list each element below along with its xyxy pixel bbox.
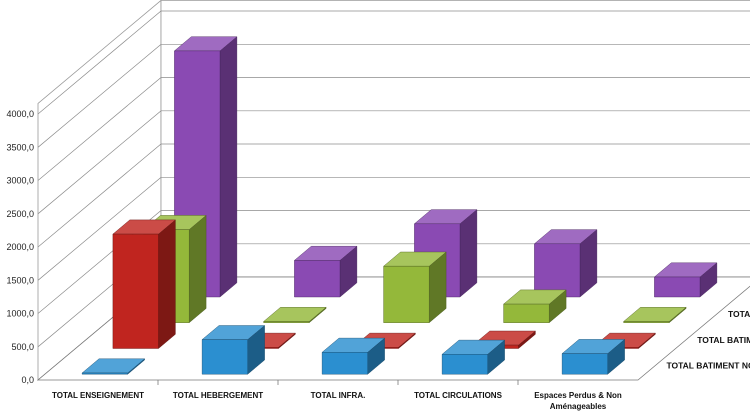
- x-axis: TOTAL ENSEIGNEMENT TOTAL HEBERGEMENT TOTAL…: [52, 391, 622, 411]
- bar: [561, 338, 626, 375]
- bar-side: [459, 209, 478, 298]
- series-label: TOTAL BATIMENT SUD-OUEST 2984,5: [728, 309, 750, 319]
- bar-side: [219, 36, 238, 298]
- bar: [441, 339, 506, 375]
- y-tick-label: 3000,0: [6, 176, 34, 186]
- y-tick-label: 0,0: [21, 375, 34, 385]
- bar: [201, 325, 266, 375]
- bar-front: [81, 372, 128, 375]
- series-label: TOTAL BATIMENT SUD-EST 1810,9 0,0 0,0 0,…: [697, 335, 750, 345]
- bar-side: [158, 219, 176, 349]
- bar-side: [188, 214, 207, 324]
- gridline: [37, 143, 750, 248]
- bar-front: [654, 276, 701, 298]
- gridline: [37, 110, 750, 215]
- bar-front: [294, 260, 341, 298]
- series-axis: TOTAL BATIMENT NORD 1572,5 0,0 0,0 0,0 0…: [666, 309, 750, 371]
- gridline: [37, 176, 750, 281]
- bar: [503, 289, 567, 324]
- bar-front: [534, 243, 581, 298]
- category-label: Aménageables: [550, 402, 607, 411]
- category-label: TOTAL HEBERGEMENT: [173, 391, 263, 400]
- category-label: TOTAL ENSEIGNEMENT: [52, 391, 144, 400]
- bar-front: [623, 321, 670, 323]
- y-tick-label: 500,0: [11, 342, 34, 352]
- bar: [112, 219, 176, 349]
- bar-front: [112, 233, 159, 349]
- bar-front: [503, 303, 550, 323]
- bar-front: [383, 266, 430, 323]
- y-tick-label: 2500,0: [6, 209, 34, 219]
- y-axis: 0,0 500,0 1000,0 1500,0 2000,0 2500,0 3000,0 35…: [6, 109, 34, 385]
- y-tick-label: 1500,0: [6, 275, 34, 285]
- bar: [293, 245, 358, 298]
- gridline: [37, 10, 750, 115]
- bar: [321, 337, 386, 375]
- bar-front: [321, 352, 368, 375]
- bar-front: [263, 321, 310, 323]
- bar: [653, 262, 718, 298]
- y-tick-label: 2000,0: [6, 242, 34, 252]
- category-label: Espaces Perdus & Non: [534, 391, 622, 400]
- gridline: [37, 210, 750, 314]
- category-label: TOTAL INFRA.: [311, 391, 366, 400]
- y-tick-label: 3500,0: [6, 142, 34, 152]
- bar: [263, 306, 327, 324]
- y-tick-label: 4000,0: [6, 109, 34, 119]
- bars: [81, 36, 718, 375]
- bar: [623, 306, 687, 324]
- series-label: TOTAL BATIMENT NORD 1572,5 0,0 0,0 0,0 0…: [666, 361, 750, 371]
- gridline: [37, 77, 750, 181]
- chart-walls: [37, 0, 750, 381]
- bar-front: [441, 354, 488, 375]
- category-label: TOTAL CIRCULATIONS: [414, 391, 503, 400]
- bar: [81, 358, 146, 375]
- gridline: [37, 43, 750, 148]
- bar: [533, 229, 598, 298]
- bar-front: [561, 353, 608, 375]
- bar: [383, 251, 447, 324]
- y-tick-label: 1000,0: [6, 309, 34, 319]
- bar-front: [201, 339, 248, 375]
